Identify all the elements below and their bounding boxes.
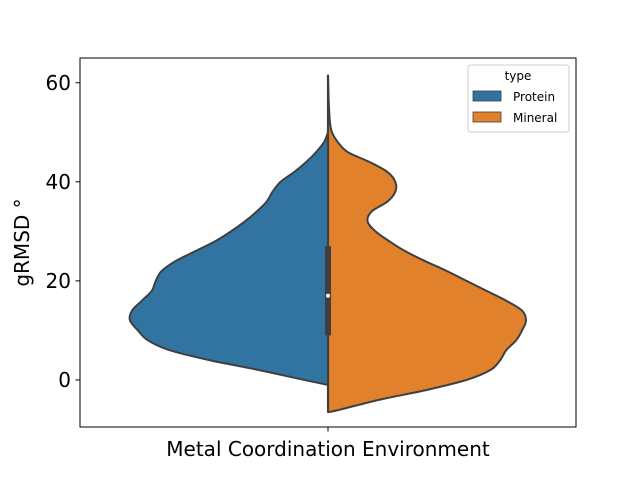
x-axis: Metal Coordination Environment — [166, 427, 490, 461]
y-axis-label: gRMSD ° — [10, 198, 34, 286]
y-tick-label: 20 — [46, 269, 71, 293]
y-tick-label: 60 — [46, 71, 71, 95]
violin-bodies — [128, 74, 527, 414]
legend-label-protein: Protein — [513, 90, 555, 104]
inner-box-plot — [325, 75, 331, 410]
legend-swatch-protein — [472, 90, 502, 102]
legend: type Protein Mineral — [467, 64, 570, 133]
y-axis: 0 20 40 60 — [46, 71, 80, 392]
y-tick-label: 0 — [58, 368, 71, 392]
violin-half-mineral — [327, 74, 527, 414]
median-marker — [326, 293, 330, 298]
legend-label-mineral: Mineral — [513, 111, 557, 125]
iqr-box — [325, 246, 331, 336]
violin-half-protein — [128, 131, 329, 386]
x-axis-label: Metal Coordination Environment — [166, 437, 490, 461]
legend-title: type — [505, 69, 532, 83]
y-tick-label: 40 — [46, 170, 71, 194]
legend-swatch-mineral — [472, 111, 502, 123]
